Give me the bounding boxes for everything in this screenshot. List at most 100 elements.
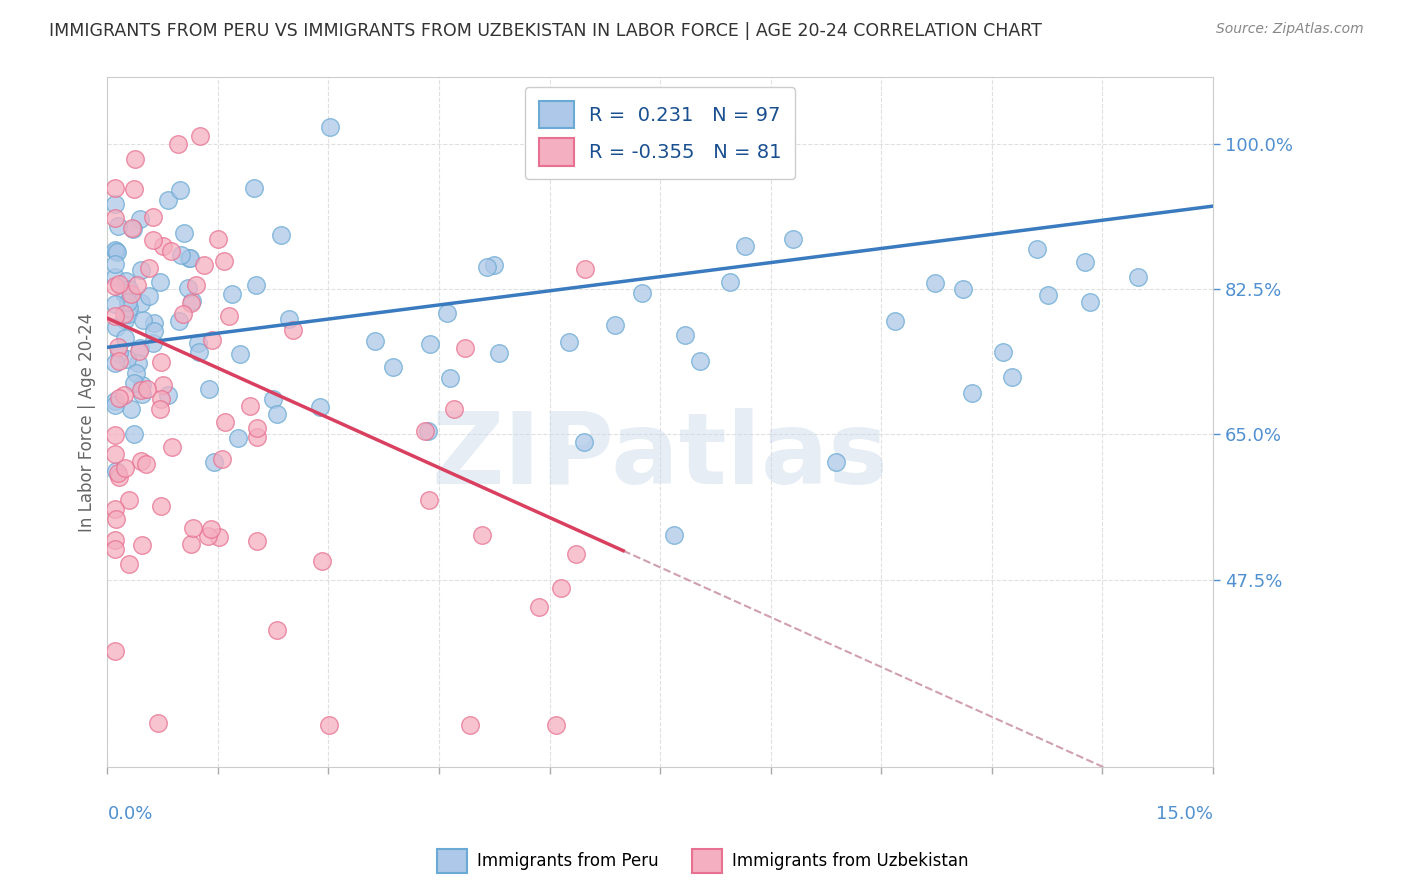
Point xyxy=(104,502,127,516)
Point xyxy=(179,251,201,265)
Point xyxy=(181,521,204,535)
Point xyxy=(1026,243,1049,257)
Point xyxy=(266,407,288,421)
Point xyxy=(488,346,510,360)
Point xyxy=(104,393,127,408)
Point xyxy=(198,382,221,396)
Point xyxy=(211,451,233,466)
Point xyxy=(142,233,165,247)
Point xyxy=(460,718,482,732)
Text: ZIPatlas: ZIPatlas xyxy=(432,408,889,505)
Point xyxy=(115,275,138,289)
Point xyxy=(149,275,172,289)
Point xyxy=(266,624,288,638)
Point xyxy=(924,276,946,290)
Point xyxy=(114,461,136,475)
Point xyxy=(201,333,224,347)
Point xyxy=(120,401,142,416)
Point xyxy=(107,466,129,480)
Point xyxy=(825,455,848,469)
Point xyxy=(277,312,299,326)
Point xyxy=(131,377,153,392)
Text: 15.0%: 15.0% xyxy=(1156,805,1213,823)
Point xyxy=(475,260,498,275)
Text: IMMIGRANTS FROM PERU VS IMMIGRANTS FROM UZBEKISTAN IN LABOR FORCE | AGE 20-24 CO: IMMIGRANTS FROM PERU VS IMMIGRANTS FROM … xyxy=(49,22,1042,40)
Legend: Immigrants from Peru, Immigrants from Uzbekistan: Immigrants from Peru, Immigrants from Uz… xyxy=(430,842,976,880)
Point xyxy=(207,231,229,245)
Point xyxy=(960,386,983,401)
Point xyxy=(104,447,127,461)
Point xyxy=(173,227,195,241)
Point xyxy=(471,528,494,542)
Point xyxy=(104,309,127,323)
Point xyxy=(129,383,152,397)
Point xyxy=(108,354,131,368)
Point xyxy=(104,356,127,370)
Point xyxy=(118,301,141,316)
Point xyxy=(202,455,225,469)
Point xyxy=(159,244,181,258)
Point xyxy=(664,528,686,542)
Point xyxy=(180,296,202,310)
Point xyxy=(718,275,741,289)
Point xyxy=(172,307,194,321)
Point xyxy=(226,431,249,445)
Point xyxy=(104,244,127,258)
Point xyxy=(1001,370,1024,384)
Point xyxy=(270,228,292,243)
Point xyxy=(104,428,127,442)
Point xyxy=(142,324,165,338)
Point xyxy=(180,536,202,550)
Point xyxy=(112,307,135,321)
Point xyxy=(689,354,711,368)
Point xyxy=(782,232,804,246)
Point xyxy=(439,371,461,385)
Point xyxy=(104,196,127,211)
Point xyxy=(557,334,579,349)
Point xyxy=(1074,255,1097,269)
Point xyxy=(114,331,136,345)
Point xyxy=(115,352,138,367)
Point xyxy=(167,137,190,152)
Point xyxy=(152,238,174,252)
Point xyxy=(200,522,222,536)
Point xyxy=(138,260,160,275)
Point xyxy=(188,128,211,143)
Point xyxy=(117,295,139,310)
Point xyxy=(149,354,172,368)
Point xyxy=(246,420,269,434)
Point xyxy=(107,219,129,234)
Text: 0.0%: 0.0% xyxy=(107,805,153,823)
Point xyxy=(129,296,152,310)
Point xyxy=(673,328,696,343)
Legend: R =  0.231   N = 97, R = -0.355   N = 81: R = 0.231 N = 97, R = -0.355 N = 81 xyxy=(524,87,796,179)
Point xyxy=(991,345,1014,359)
Point xyxy=(138,288,160,302)
Point xyxy=(246,533,269,548)
Point xyxy=(214,415,236,429)
Point xyxy=(212,253,235,268)
Point xyxy=(157,388,180,402)
Point xyxy=(136,382,159,396)
Point xyxy=(160,440,183,454)
Point xyxy=(104,319,127,334)
Point xyxy=(318,718,340,732)
Point xyxy=(283,323,305,337)
Point xyxy=(239,399,262,413)
Point xyxy=(117,307,139,321)
Point xyxy=(131,453,153,467)
Point xyxy=(121,221,143,235)
Point xyxy=(132,313,155,327)
Point xyxy=(186,278,208,293)
Point xyxy=(128,343,150,358)
Point xyxy=(105,464,128,478)
Point xyxy=(104,269,127,284)
Point xyxy=(128,212,150,227)
Point xyxy=(436,306,458,320)
Point xyxy=(453,342,475,356)
Point xyxy=(124,181,146,195)
Point xyxy=(193,258,215,272)
Point xyxy=(125,277,148,292)
Point xyxy=(631,285,654,300)
Point xyxy=(544,718,567,732)
